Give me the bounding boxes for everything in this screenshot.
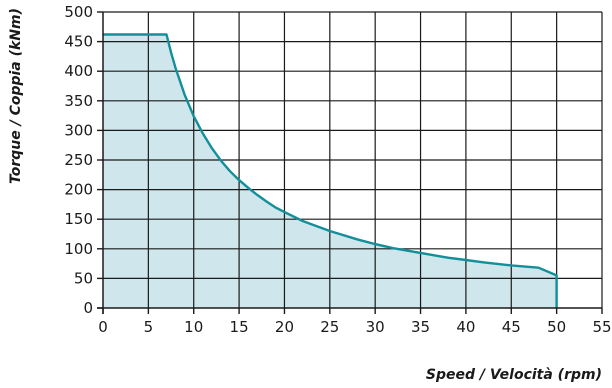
x-tick-label: 30 bbox=[366, 318, 385, 336]
y-tick-label: 50 bbox=[74, 269, 93, 287]
y-tick-labels: 0 50 100 150 200 250 300 350 400 450 500 bbox=[64, 3, 93, 317]
x-axis-title: Speed / Velocità (rpm) bbox=[426, 367, 602, 383]
y-tick-label: 250 bbox=[64, 151, 93, 169]
y-tick-label: 450 bbox=[64, 33, 93, 51]
y-tick-label: 350 bbox=[64, 92, 93, 110]
torque-area-fill bbox=[103, 34, 557, 308]
torque-curve-line bbox=[103, 33, 558, 308]
y-tick-label: 500 bbox=[64, 3, 93, 21]
x-tick-label: 20 bbox=[275, 318, 294, 336]
y-tick-label: 300 bbox=[64, 121, 93, 139]
x-tick-label: 25 bbox=[320, 318, 339, 336]
y-tick-label: 400 bbox=[64, 62, 93, 80]
x-tick-label: 50 bbox=[547, 318, 566, 336]
axes bbox=[97, 11, 603, 314]
x-tick-labels: 0 5 10 15 20 25 30 35 40 45 50 55 bbox=[98, 318, 611, 336]
y-tick-label: 150 bbox=[64, 210, 93, 228]
y-axis-title: Torque / Coppia (kNm) bbox=[8, 8, 24, 184]
x-tick-label: 55 bbox=[592, 318, 611, 336]
y-tick-label: 100 bbox=[64, 240, 93, 258]
x-tick-label: 40 bbox=[456, 318, 475, 336]
grid-lines bbox=[103, 11, 603, 308]
y-tick-label: 0 bbox=[83, 299, 93, 317]
x-tick-label: 35 bbox=[411, 318, 430, 336]
x-tick-label: 10 bbox=[184, 318, 203, 336]
x-tick-label: 15 bbox=[230, 318, 249, 336]
x-tick-label: 0 bbox=[98, 318, 108, 336]
y-tick-label: 200 bbox=[64, 181, 93, 199]
x-tick-label: 45 bbox=[502, 318, 521, 336]
x-tick-label: 5 bbox=[144, 318, 154, 336]
